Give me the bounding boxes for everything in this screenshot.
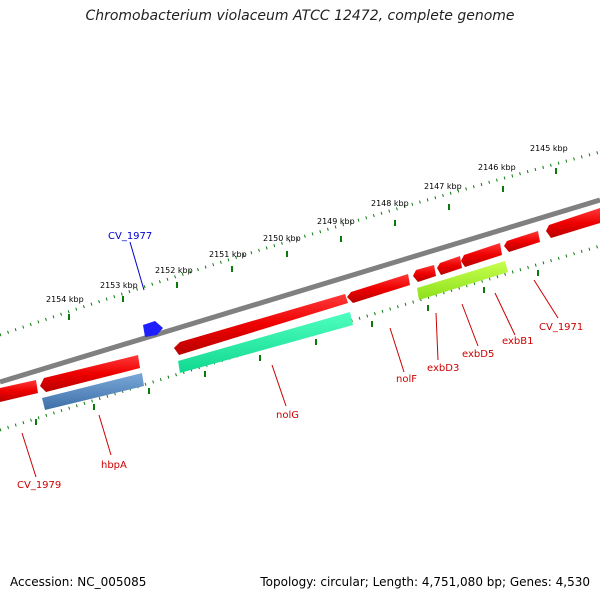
gene-exbD-lime	[417, 261, 508, 300]
gene-exbD5-red	[437, 256, 462, 275]
tick-label: 2152 kbp	[155, 266, 193, 275]
gene-label-cv1971: CV_1971	[539, 322, 583, 333]
label-leaders	[21, 241, 559, 478]
inner-scale-ring	[0, 244, 600, 432]
tick-label: 2150 kbp	[263, 234, 301, 243]
inner-major-ticks	[35, 270, 539, 425]
tick-label: 2146 kbp	[478, 163, 516, 172]
tick-label: 2151 kbp	[209, 250, 247, 259]
gene-label-nolG: nolG	[276, 410, 299, 421]
tick-label: 2153 kbp	[100, 281, 138, 290]
gene-cv1979	[0, 380, 38, 402]
gene-label-nolF: nolF	[396, 374, 417, 385]
gene-cv1971-red	[546, 208, 600, 238]
gene-cv1977	[143, 321, 163, 337]
gene-hbpA	[42, 373, 144, 410]
genome-summary: Topology: circular; Length: 4,751,080 bp…	[260, 575, 590, 589]
gene-cv1978	[40, 355, 140, 392]
gene-label-exbD5: exbD5	[462, 349, 494, 360]
gene-label-exbB1: exbB1	[502, 336, 533, 347]
gene-label-hbpA: hbpA	[101, 460, 127, 471]
tick-labels: 2145 kbp 2146 kbp 2147 kbp 2148 kbp 2149…	[46, 144, 568, 304]
gene-nolG	[178, 312, 353, 373]
gene-exbB1-red	[461, 243, 502, 267]
accession-label: Accession: NC_005085	[10, 575, 147, 589]
gene-labels: CV_1977 nolF exbD3 exbD5 exbB1 CV_1971 n…	[17, 231, 583, 491]
gene-cv1972-red	[504, 231, 540, 252]
tick-label: 2145 kbp	[530, 144, 568, 153]
gene-label-cv1979: CV_1979	[17, 480, 61, 491]
gene-nolF	[347, 274, 410, 303]
tick-label: 2154 kbp	[46, 295, 84, 304]
outer-major-ticks	[68, 168, 557, 320]
genome-backbone	[0, 197, 600, 385]
tick-label: 2148 kbp	[371, 199, 409, 208]
gene-label-exbD3: exbD3	[427, 363, 459, 374]
tick-label: 2147 kbp	[424, 182, 462, 191]
tick-label: 2149 kbp	[317, 217, 355, 226]
gene-red-long	[174, 294, 348, 355]
gene-features	[0, 208, 600, 410]
gene-exbD3-red	[413, 265, 436, 282]
map-title: Chromobacterium violaceum ATCC 12472, co…	[85, 8, 515, 24]
gene-label-cv1977: CV_1977	[108, 231, 152, 242]
